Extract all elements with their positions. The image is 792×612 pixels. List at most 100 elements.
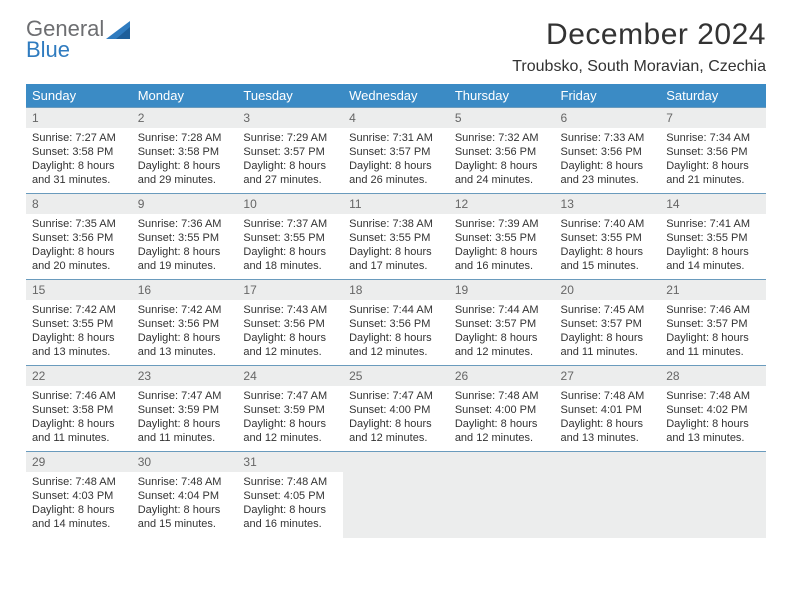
day-details: Sunrise: 7:38 AMSunset: 3:55 PMDaylight:… bbox=[343, 214, 449, 277]
sunrise-line: Sunrise: 7:28 AM bbox=[138, 131, 232, 145]
daylight-line: Daylight: 8 hours and 14 minutes. bbox=[32, 503, 126, 531]
sunrise-line: Sunrise: 7:42 AM bbox=[32, 303, 126, 317]
sunrise-line: Sunrise: 7:48 AM bbox=[666, 389, 760, 403]
day-details: Sunrise: 7:48 AMSunset: 4:04 PMDaylight:… bbox=[132, 472, 238, 535]
calendar-day-cell: 11Sunrise: 7:38 AMSunset: 3:55 PMDayligh… bbox=[343, 194, 449, 280]
calendar-week-row: 1Sunrise: 7:27 AMSunset: 3:58 PMDaylight… bbox=[26, 108, 766, 194]
calendar-week-row: 29Sunrise: 7:48 AMSunset: 4:03 PMDayligh… bbox=[26, 452, 766, 538]
calendar-day-cell: 10Sunrise: 7:37 AMSunset: 3:55 PMDayligh… bbox=[237, 194, 343, 280]
day-details: Sunrise: 7:32 AMSunset: 3:56 PMDaylight:… bbox=[449, 128, 555, 191]
daylight-line: Daylight: 8 hours and 12 minutes. bbox=[455, 417, 549, 445]
sunset-line: Sunset: 3:56 PM bbox=[455, 145, 549, 159]
weekday-header-row: Sunday Monday Tuesday Wednesday Thursday… bbox=[26, 84, 766, 108]
calendar-day-cell: 22Sunrise: 7:46 AMSunset: 3:58 PMDayligh… bbox=[26, 366, 132, 452]
day-number: 11 bbox=[343, 194, 449, 214]
daylight-line: Daylight: 8 hours and 13 minutes. bbox=[561, 417, 655, 445]
day-number: 22 bbox=[26, 366, 132, 386]
calendar-day-cell: 12Sunrise: 7:39 AMSunset: 3:55 PMDayligh… bbox=[449, 194, 555, 280]
daylight-line: Daylight: 8 hours and 31 minutes. bbox=[32, 159, 126, 187]
sunset-line: Sunset: 3:55 PM bbox=[32, 317, 126, 331]
calendar-day-cell: 2Sunrise: 7:28 AMSunset: 3:58 PMDaylight… bbox=[132, 108, 238, 194]
daylight-line: Daylight: 8 hours and 20 minutes. bbox=[32, 245, 126, 273]
sunset-line: Sunset: 3:58 PM bbox=[32, 403, 126, 417]
sunset-line: Sunset: 4:05 PM bbox=[243, 489, 337, 503]
sunset-line: Sunset: 3:55 PM bbox=[561, 231, 655, 245]
day-number: 23 bbox=[132, 366, 238, 386]
calendar-week-row: 15Sunrise: 7:42 AMSunset: 3:55 PMDayligh… bbox=[26, 280, 766, 366]
weekday-header: Monday bbox=[132, 84, 238, 108]
calendar-day-cell: 20Sunrise: 7:45 AMSunset: 3:57 PMDayligh… bbox=[555, 280, 661, 366]
day-details: Sunrise: 7:44 AMSunset: 3:56 PMDaylight:… bbox=[343, 300, 449, 363]
sunrise-line: Sunrise: 7:44 AM bbox=[349, 303, 443, 317]
day-details: Sunrise: 7:47 AMSunset: 3:59 PMDaylight:… bbox=[237, 386, 343, 449]
sunrise-line: Sunrise: 7:27 AM bbox=[32, 131, 126, 145]
sunrise-line: Sunrise: 7:36 AM bbox=[138, 217, 232, 231]
sunrise-line: Sunrise: 7:42 AM bbox=[138, 303, 232, 317]
day-number: 30 bbox=[132, 452, 238, 472]
day-details: Sunrise: 7:47 AMSunset: 3:59 PMDaylight:… bbox=[132, 386, 238, 449]
day-details: Sunrise: 7:42 AMSunset: 3:55 PMDaylight:… bbox=[26, 300, 132, 363]
day-number: 12 bbox=[449, 194, 555, 214]
daylight-line: Daylight: 8 hours and 15 minutes. bbox=[138, 503, 232, 531]
calendar-day-cell: 29Sunrise: 7:48 AMSunset: 4:03 PMDayligh… bbox=[26, 452, 132, 538]
day-details: Sunrise: 7:46 AMSunset: 3:57 PMDaylight:… bbox=[660, 300, 766, 363]
calendar-day-cell: .. bbox=[343, 452, 449, 538]
sunset-line: Sunset: 4:01 PM bbox=[561, 403, 655, 417]
sunset-line: Sunset: 3:56 PM bbox=[666, 145, 760, 159]
sunset-line: Sunset: 4:03 PM bbox=[32, 489, 126, 503]
sunset-line: Sunset: 3:55 PM bbox=[138, 231, 232, 245]
sunset-line: Sunset: 3:56 PM bbox=[138, 317, 232, 331]
sunrise-line: Sunrise: 7:48 AM bbox=[243, 475, 337, 489]
day-number: 18 bbox=[343, 280, 449, 300]
daylight-line: Daylight: 8 hours and 11 minutes. bbox=[666, 331, 760, 359]
day-details: Sunrise: 7:35 AMSunset: 3:56 PMDaylight:… bbox=[26, 214, 132, 277]
daylight-line: Daylight: 8 hours and 19 minutes. bbox=[138, 245, 232, 273]
calendar-day-cell: 7Sunrise: 7:34 AMSunset: 3:56 PMDaylight… bbox=[660, 108, 766, 194]
day-number: 15 bbox=[26, 280, 132, 300]
weekday-header: Friday bbox=[555, 84, 661, 108]
day-details: Sunrise: 7:48 AMSunset: 4:05 PMDaylight:… bbox=[237, 472, 343, 535]
calendar-day-cell: 1Sunrise: 7:27 AMSunset: 3:58 PMDaylight… bbox=[26, 108, 132, 194]
day-number: 8 bbox=[26, 194, 132, 214]
daylight-line: Daylight: 8 hours and 12 minutes. bbox=[349, 331, 443, 359]
daylight-line: Daylight: 8 hours and 16 minutes. bbox=[243, 503, 337, 531]
day-details: Sunrise: 7:28 AMSunset: 3:58 PMDaylight:… bbox=[132, 128, 238, 191]
weekday-header: Saturday bbox=[660, 84, 766, 108]
daylight-line: Daylight: 8 hours and 27 minutes. bbox=[243, 159, 337, 187]
day-details: Sunrise: 7:46 AMSunset: 3:58 PMDaylight:… bbox=[26, 386, 132, 449]
day-number: 3 bbox=[237, 108, 343, 128]
daylight-line: Daylight: 8 hours and 12 minutes. bbox=[243, 331, 337, 359]
day-details: Sunrise: 7:39 AMSunset: 3:55 PMDaylight:… bbox=[449, 214, 555, 277]
calendar-week-row: 22Sunrise: 7:46 AMSunset: 3:58 PMDayligh… bbox=[26, 366, 766, 452]
sunset-line: Sunset: 3:57 PM bbox=[455, 317, 549, 331]
day-details: Sunrise: 7:44 AMSunset: 3:57 PMDaylight:… bbox=[449, 300, 555, 363]
day-number: 7 bbox=[660, 108, 766, 128]
sunset-line: Sunset: 4:04 PM bbox=[138, 489, 232, 503]
calendar-day-cell: 14Sunrise: 7:41 AMSunset: 3:55 PMDayligh… bbox=[660, 194, 766, 280]
sunrise-line: Sunrise: 7:48 AM bbox=[32, 475, 126, 489]
calendar-day-cell: .. bbox=[660, 452, 766, 538]
daylight-line: Daylight: 8 hours and 17 minutes. bbox=[349, 245, 443, 273]
calendar-day-cell: 31Sunrise: 7:48 AMSunset: 4:05 PMDayligh… bbox=[237, 452, 343, 538]
calendar-day-cell: 28Sunrise: 7:48 AMSunset: 4:02 PMDayligh… bbox=[660, 366, 766, 452]
sunrise-line: Sunrise: 7:47 AM bbox=[349, 389, 443, 403]
sunrise-line: Sunrise: 7:35 AM bbox=[32, 217, 126, 231]
calendar-day-cell: 27Sunrise: 7:48 AMSunset: 4:01 PMDayligh… bbox=[555, 366, 661, 452]
daylight-line: Daylight: 8 hours and 18 minutes. bbox=[243, 245, 337, 273]
calendar-table: Sunday Monday Tuesday Wednesday Thursday… bbox=[26, 84, 766, 538]
sunset-line: Sunset: 4:02 PM bbox=[666, 403, 760, 417]
sunrise-line: Sunrise: 7:39 AM bbox=[455, 217, 549, 231]
sunrise-line: Sunrise: 7:46 AM bbox=[666, 303, 760, 317]
calendar-day-cell: 26Sunrise: 7:48 AMSunset: 4:00 PMDayligh… bbox=[449, 366, 555, 452]
sunrise-line: Sunrise: 7:44 AM bbox=[455, 303, 549, 317]
sunrise-line: Sunrise: 7:43 AM bbox=[243, 303, 337, 317]
sunrise-line: Sunrise: 7:47 AM bbox=[243, 389, 337, 403]
daylight-line: Daylight: 8 hours and 13 minutes. bbox=[666, 417, 760, 445]
day-number: 21 bbox=[660, 280, 766, 300]
sunset-line: Sunset: 3:59 PM bbox=[138, 403, 232, 417]
daylight-line: Daylight: 8 hours and 11 minutes. bbox=[561, 331, 655, 359]
calendar-day-cell: .. bbox=[555, 452, 661, 538]
sunrise-line: Sunrise: 7:41 AM bbox=[666, 217, 760, 231]
daylight-line: Daylight: 8 hours and 24 minutes. bbox=[455, 159, 549, 187]
weekday-header: Tuesday bbox=[237, 84, 343, 108]
